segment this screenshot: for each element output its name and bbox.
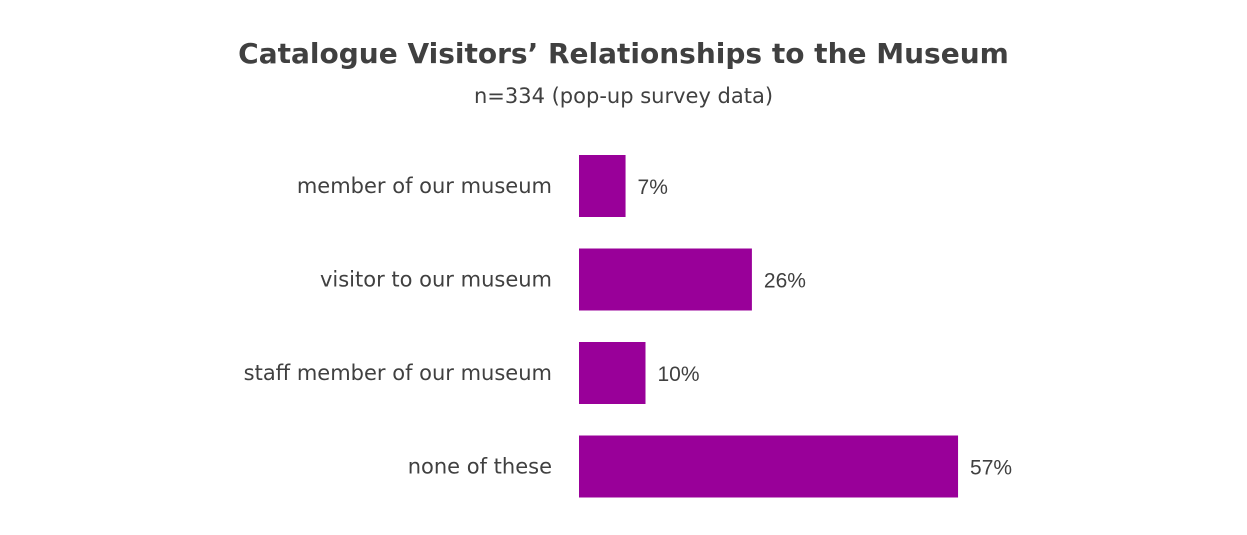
category-label: member of our museum: [297, 174, 552, 198]
data-label: 7%: [638, 176, 668, 199]
category-label: staff member of our museum: [244, 361, 552, 385]
bar: [579, 342, 646, 404]
category-label: none of these: [408, 455, 552, 479]
chart-title: Catalogue Visitors’ Relationships to the…: [238, 37, 1009, 70]
bar: [579, 248, 752, 311]
category-label: visitor to our museum: [320, 268, 552, 292]
bar: [579, 155, 626, 217]
bar: [579, 435, 959, 498]
data-label: 26%: [764, 270, 806, 293]
data-label: 10%: [658, 363, 700, 386]
data-label: 57%: [970, 457, 1012, 480]
chart-subtitle: n=334 (pop-up survey data): [473, 84, 774, 108]
